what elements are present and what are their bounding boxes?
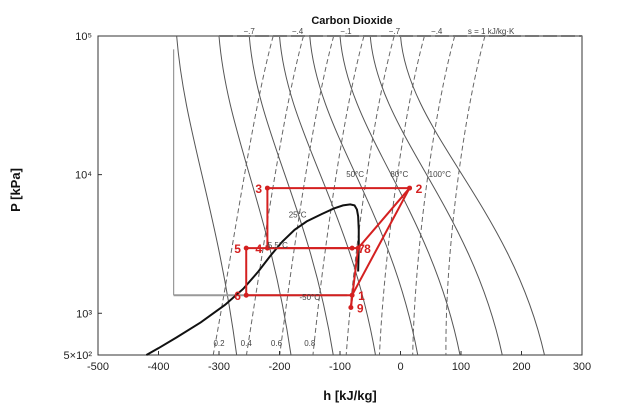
entropy-label: s = 1 kJ/kg·K [468, 27, 515, 36]
entropy-label: −.4 [292, 27, 304, 36]
cycle-point [348, 305, 354, 311]
isotherm-line [218, 35, 292, 356]
isentrope-line [212, 35, 274, 356]
isotherm-line [279, 35, 376, 356]
y-axis-label: P [kPa] [8, 168, 23, 212]
x-tick-label: 200 [512, 361, 530, 373]
isentrope-line [279, 35, 335, 356]
isotherm-label: 50°C [346, 170, 364, 179]
axis-ticks: -500 -400 -300 -200 -100 0 100 200 300 10⁵ 10⁴ 10³ 5… [64, 31, 592, 373]
chart-title: Carbon Dioxide [311, 15, 392, 27]
isotherm-line [339, 35, 461, 356]
cycle-segment [357, 187, 411, 249]
isotherm-label: -5.5°C [265, 241, 288, 250]
quality-label: 0.4 [241, 339, 253, 348]
cycle-point-label: 5 [234, 242, 241, 256]
isentrope-line [345, 35, 395, 356]
entropy-label: −.7 [389, 27, 401, 36]
isotherm-label: -50°C [299, 293, 320, 302]
cycle-point [349, 292, 355, 298]
quality-label: 0.6 [271, 339, 283, 348]
isentrope-line [312, 35, 365, 356]
entropy-label: −.7 [243, 27, 255, 36]
isentrope-line [245, 35, 304, 356]
cycle-point-label: 2 [416, 182, 423, 196]
entropy-label: −.4 [431, 27, 443, 36]
cycle-point [243, 292, 249, 298]
cycle-point [407, 185, 413, 191]
isotherm-label: 100°C [429, 170, 452, 179]
plot-frame [97, 35, 583, 356]
isotherm-line [309, 35, 419, 356]
isotherm-line [248, 35, 334, 356]
isotherm-line [369, 35, 503, 356]
y-tick-label: 5×10² [64, 350, 93, 362]
y-tick-label: 10³ [76, 308, 92, 320]
isotherm-line [176, 35, 238, 356]
x-axis-label: h [kJ/kg] [323, 388, 376, 403]
cycle-point [264, 245, 270, 251]
cycle-segment [351, 187, 411, 296]
quality-label: 0.2 [213, 339, 225, 348]
x-tick-label: 0 [397, 361, 403, 373]
entropy-label: −.1 [340, 27, 352, 36]
isentrope-line [412, 35, 456, 356]
cycle-point [264, 185, 270, 191]
cycle-point [349, 245, 355, 251]
x-tick-label: -200 [268, 361, 290, 373]
cycle-point-label: 3 [255, 182, 262, 196]
saturation-dome [145, 203, 360, 356]
x-tick-label: 300 [573, 361, 591, 373]
cycle-point-label: 1 [358, 289, 365, 303]
cycle-point-label: 8 [364, 242, 371, 256]
isentrope-line [445, 35, 486, 356]
x-tick-label: -500 [87, 361, 109, 373]
isotherm-line [400, 35, 545, 356]
cycle-point-label: 9 [357, 302, 364, 316]
cycle-point [355, 245, 361, 251]
y-tick-label: 10⁴ [75, 170, 92, 182]
y-tick-label: 10⁵ [75, 31, 92, 43]
x-tick-label: -400 [147, 361, 169, 373]
isotherm-label: 80°C [390, 170, 408, 179]
isotherm-label: 25°C [289, 211, 307, 220]
x-tick-label: 100 [452, 361, 470, 373]
x-tick-label: -100 [329, 361, 351, 373]
cycle-point [243, 245, 249, 251]
isentrope-line [378, 35, 425, 356]
quality-label: 0.8 [304, 339, 316, 348]
refrigeration-cycle: 1 2 3 45 6 7 8 9 [234, 182, 422, 315]
x-tick-label: -300 [208, 361, 230, 373]
saturation-curve [145, 203, 360, 356]
annotations: 0.2 0.4 0.6 0.8 -50°C -5.5°C 25°C 50°C 80°C 100°C… [213, 27, 515, 348]
cycle-point-label: 4 [255, 242, 262, 256]
cycle-point-label: 6 [234, 289, 241, 303]
cycle-point-label: 7 [358, 242, 365, 256]
